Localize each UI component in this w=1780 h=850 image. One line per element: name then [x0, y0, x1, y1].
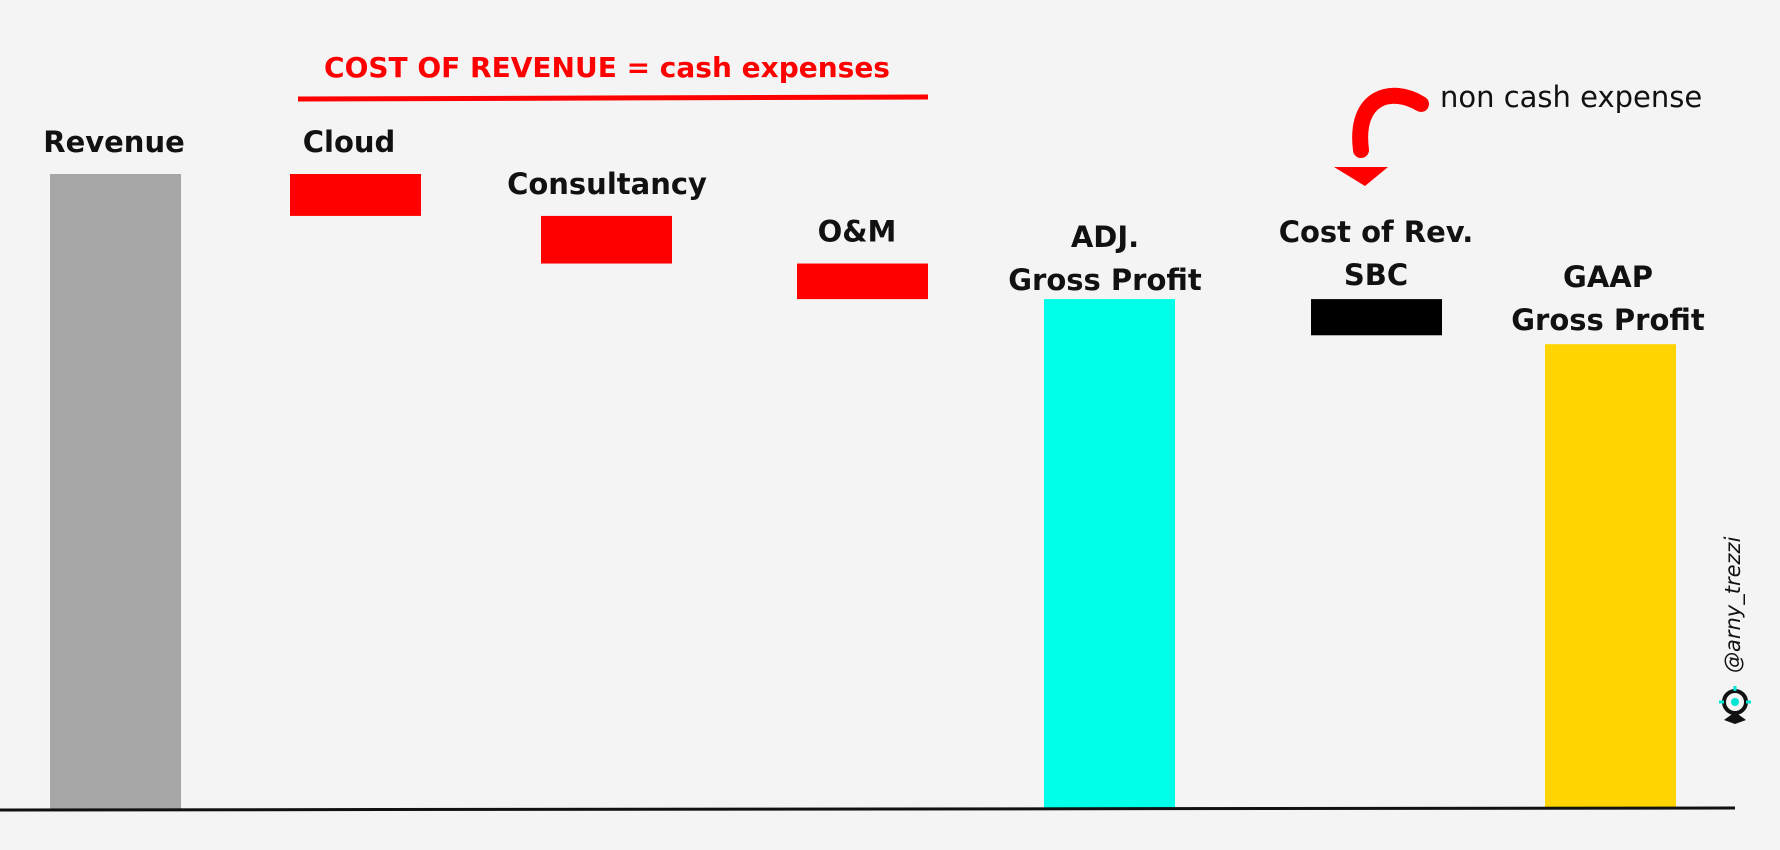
bracket-title: COST OF REVENUE = cash expenses: [324, 51, 890, 84]
bar-label-4-line-1: O&M: [818, 215, 897, 249]
x-axis-baseline: [0, 806, 1736, 812]
target-logo-icon: [1719, 686, 1751, 724]
bar-label-6-line-2: SBC: [1344, 258, 1408, 292]
bar-label-2-line-1: Cloud: [303, 125, 396, 159]
bracket-underline: [297, 94, 929, 102]
bar-6: [1311, 299, 1442, 336]
bar-label-5-line-1: ADJ.: [1071, 220, 1139, 254]
bar-label-5-line-2: Gross Profit: [1008, 263, 1202, 297]
bar-2: [290, 174, 421, 216]
bar-3: [541, 215, 672, 264]
bar-label-7-line-1: GAAP: [1563, 260, 1653, 294]
bars-layer: [50, 174, 1676, 809]
bar-7: [1545, 344, 1676, 809]
author-handle: @arny_trezzi: [1721, 536, 1746, 673]
bar-label-6-line-1: Cost of Rev.: [1279, 215, 1474, 249]
bar-label-1-line-1: Revenue: [43, 125, 185, 159]
bar-5: [1044, 299, 1175, 809]
curved-arrow-icon: [1334, 87, 1429, 186]
bar-1: [50, 174, 181, 809]
bar-label-7-line-2: Gross Profit: [1511, 303, 1705, 337]
labels-layer: Revenue Cloud Consultancy O&M ADJ. Gross Prof…: [43, 125, 1705, 337]
bar-label-3-line-1: Consultancy: [507, 167, 707, 201]
bar-4: [797, 263, 928, 300]
arrow-note: non cash expense: [1440, 80, 1702, 114]
